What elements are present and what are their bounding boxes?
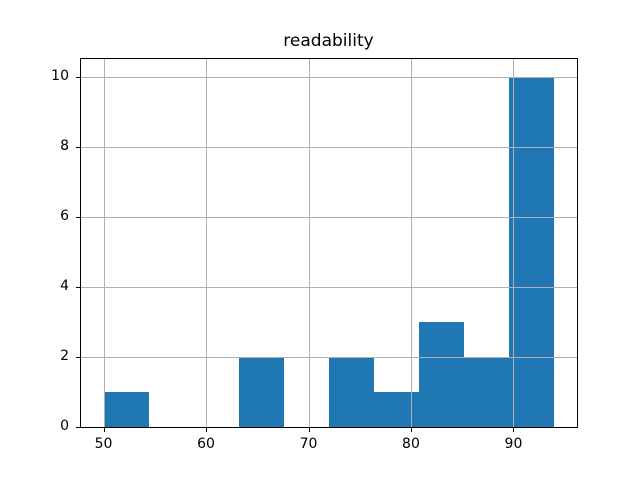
x-tick-mark <box>206 427 208 432</box>
histogram-bar <box>419 321 465 427</box>
x-tick-mark <box>103 427 105 432</box>
y-tick-label: 8 <box>60 137 69 154</box>
y-tick-label: 0 <box>60 418 69 434</box>
x-tick-label: 50 <box>94 436 113 452</box>
x-gridline <box>103 59 105 427</box>
x-tick-label: 60 <box>197 436 215 452</box>
histogram-bar <box>509 76 555 427</box>
x-gridline <box>410 59 412 427</box>
y-tick-label: 2 <box>60 347 69 364</box>
y-tick-label: 6 <box>60 207 69 224</box>
x-tick-mark <box>410 427 412 432</box>
axes-area: 50 60 70 80 90 0 2 4 6 8 10 <box>51 58 578 452</box>
x-gridline <box>513 59 515 427</box>
x-gridline <box>308 59 310 427</box>
histogram-bar <box>329 356 375 427</box>
y-tick-mark <box>76 427 81 428</box>
y-gridline <box>81 146 577 148</box>
x-tick-label: 80 <box>402 436 420 452</box>
y-tick-label: 4 <box>60 277 69 294</box>
chart-title: readability <box>283 31 374 51</box>
x-tick-mark <box>513 427 515 432</box>
histogram-bar <box>103 391 149 427</box>
y-tick-mark <box>76 146 81 148</box>
y-tick-mark <box>76 76 81 78</box>
x-gridline <box>206 59 208 427</box>
y-gridline <box>81 286 577 288</box>
histogram-bar <box>464 356 510 427</box>
y-gridline <box>81 216 577 218</box>
histogram-bar <box>238 356 284 427</box>
y-tick-mark <box>76 356 81 358</box>
y-tick-mark <box>76 216 81 218</box>
x-tick-mark <box>308 427 310 432</box>
y-gridline <box>81 76 577 78</box>
y-tick-label: 10 <box>51 67 69 84</box>
y-gridline <box>81 356 577 358</box>
x-tick-label: 70 <box>299 436 318 452</box>
histogram-bar <box>374 391 420 427</box>
y-tick-mark <box>76 286 81 288</box>
x-tick-label: 90 <box>504 436 523 452</box>
